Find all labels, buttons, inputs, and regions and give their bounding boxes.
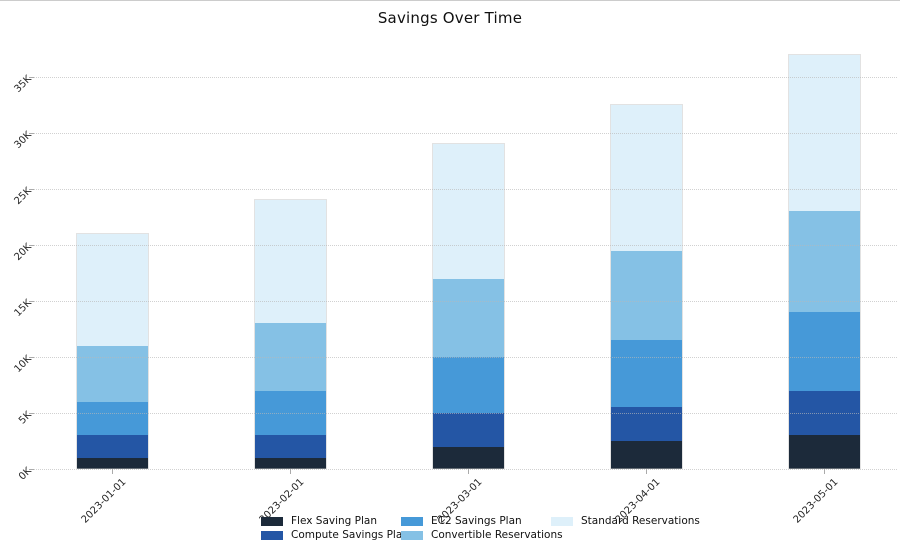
bar-segment (610, 441, 682, 469)
legend-item: Convertible Reservations (401, 529, 563, 541)
bar-segment (76, 233, 148, 346)
bar-outline (253, 199, 327, 469)
legend-swatch (401, 530, 423, 540)
y-tick-label: 15K (12, 297, 34, 320)
x-tick (290, 469, 291, 474)
legend-label: Convertible Reservations (431, 529, 563, 541)
bar-outline (609, 104, 683, 469)
bar-segment (788, 54, 860, 212)
gridline (34, 245, 897, 246)
bar-segment (76, 457, 148, 469)
gridline (34, 189, 897, 190)
y-tick (29, 245, 34, 246)
x-tick-label: 2023-05-01 (791, 476, 841, 526)
gridline (34, 301, 897, 302)
bar-segment (254, 200, 326, 324)
bar-outline (787, 53, 861, 469)
bar-segment (610, 340, 682, 408)
legend-item: EC2 Savings Plan (401, 515, 551, 527)
bar-segment (254, 390, 326, 436)
legend-swatch (551, 516, 573, 526)
bar-segment (432, 357, 504, 413)
bar-outline (75, 232, 149, 469)
bar-segment (254, 457, 326, 469)
bar-segment (788, 435, 860, 469)
x-tick (112, 469, 113, 474)
legend-swatch (401, 516, 423, 526)
bar-segment (788, 390, 860, 436)
y-tick-label: 20K (12, 241, 34, 264)
legend: Flex Saving Plan Compute Savings Plan EC2 … (261, 515, 700, 541)
bar-segment (788, 211, 860, 313)
bar-segment (76, 435, 148, 458)
y-tick (29, 77, 34, 78)
gridline (34, 469, 897, 470)
bar-outline (431, 143, 505, 469)
y-tick-label: 10K (12, 353, 34, 376)
chart-title: Savings Over Time (377, 9, 523, 27)
y-tick-label: 5K (16, 409, 34, 427)
y-tick (29, 469, 34, 470)
legend-item: Standard Reservations (551, 515, 700, 527)
legend-label: Standard Reservations (581, 515, 700, 527)
x-tick (468, 469, 469, 474)
gridline (34, 77, 897, 78)
bar-segment (788, 312, 860, 391)
bar-segment (432, 144, 504, 279)
x-tick-label: 2023-01-01 (79, 476, 129, 526)
y-tick-label: 25K (12, 185, 34, 208)
bar-segment (76, 345, 148, 402)
x-tick (646, 469, 647, 474)
bar-segment (254, 435, 326, 458)
gridline (34, 133, 897, 134)
bar-segment (432, 278, 504, 357)
bar-segment (76, 401, 148, 436)
y-tick (29, 189, 34, 190)
gridline (34, 357, 897, 358)
legend-label: EC2 Savings Plan (431, 515, 522, 527)
gridline (34, 413, 897, 414)
legend-swatch (261, 530, 283, 540)
bar-segment (432, 413, 504, 447)
legend-label: Flex Saving Plan (291, 515, 378, 527)
y-tick-label: 0K (16, 465, 34, 483)
y-tick (29, 301, 34, 302)
bar-segment (610, 407, 682, 441)
bar-segment (610, 250, 682, 341)
y-tick-label: 35K (12, 73, 34, 96)
y-tick (29, 413, 34, 414)
legend-label: Compute Savings Plan (291, 529, 409, 541)
y-tick (29, 133, 34, 134)
legend-swatch (261, 516, 283, 526)
x-tick (824, 469, 825, 474)
legend-item: Flex Saving Plan (261, 515, 401, 527)
bar-segment (610, 105, 682, 251)
bar-segment (254, 323, 326, 391)
legend-item: Compute Savings Plan (261, 529, 409, 541)
y-tick-label: 30K (12, 129, 34, 152)
y-tick (29, 357, 34, 358)
bar-segment (432, 446, 504, 469)
